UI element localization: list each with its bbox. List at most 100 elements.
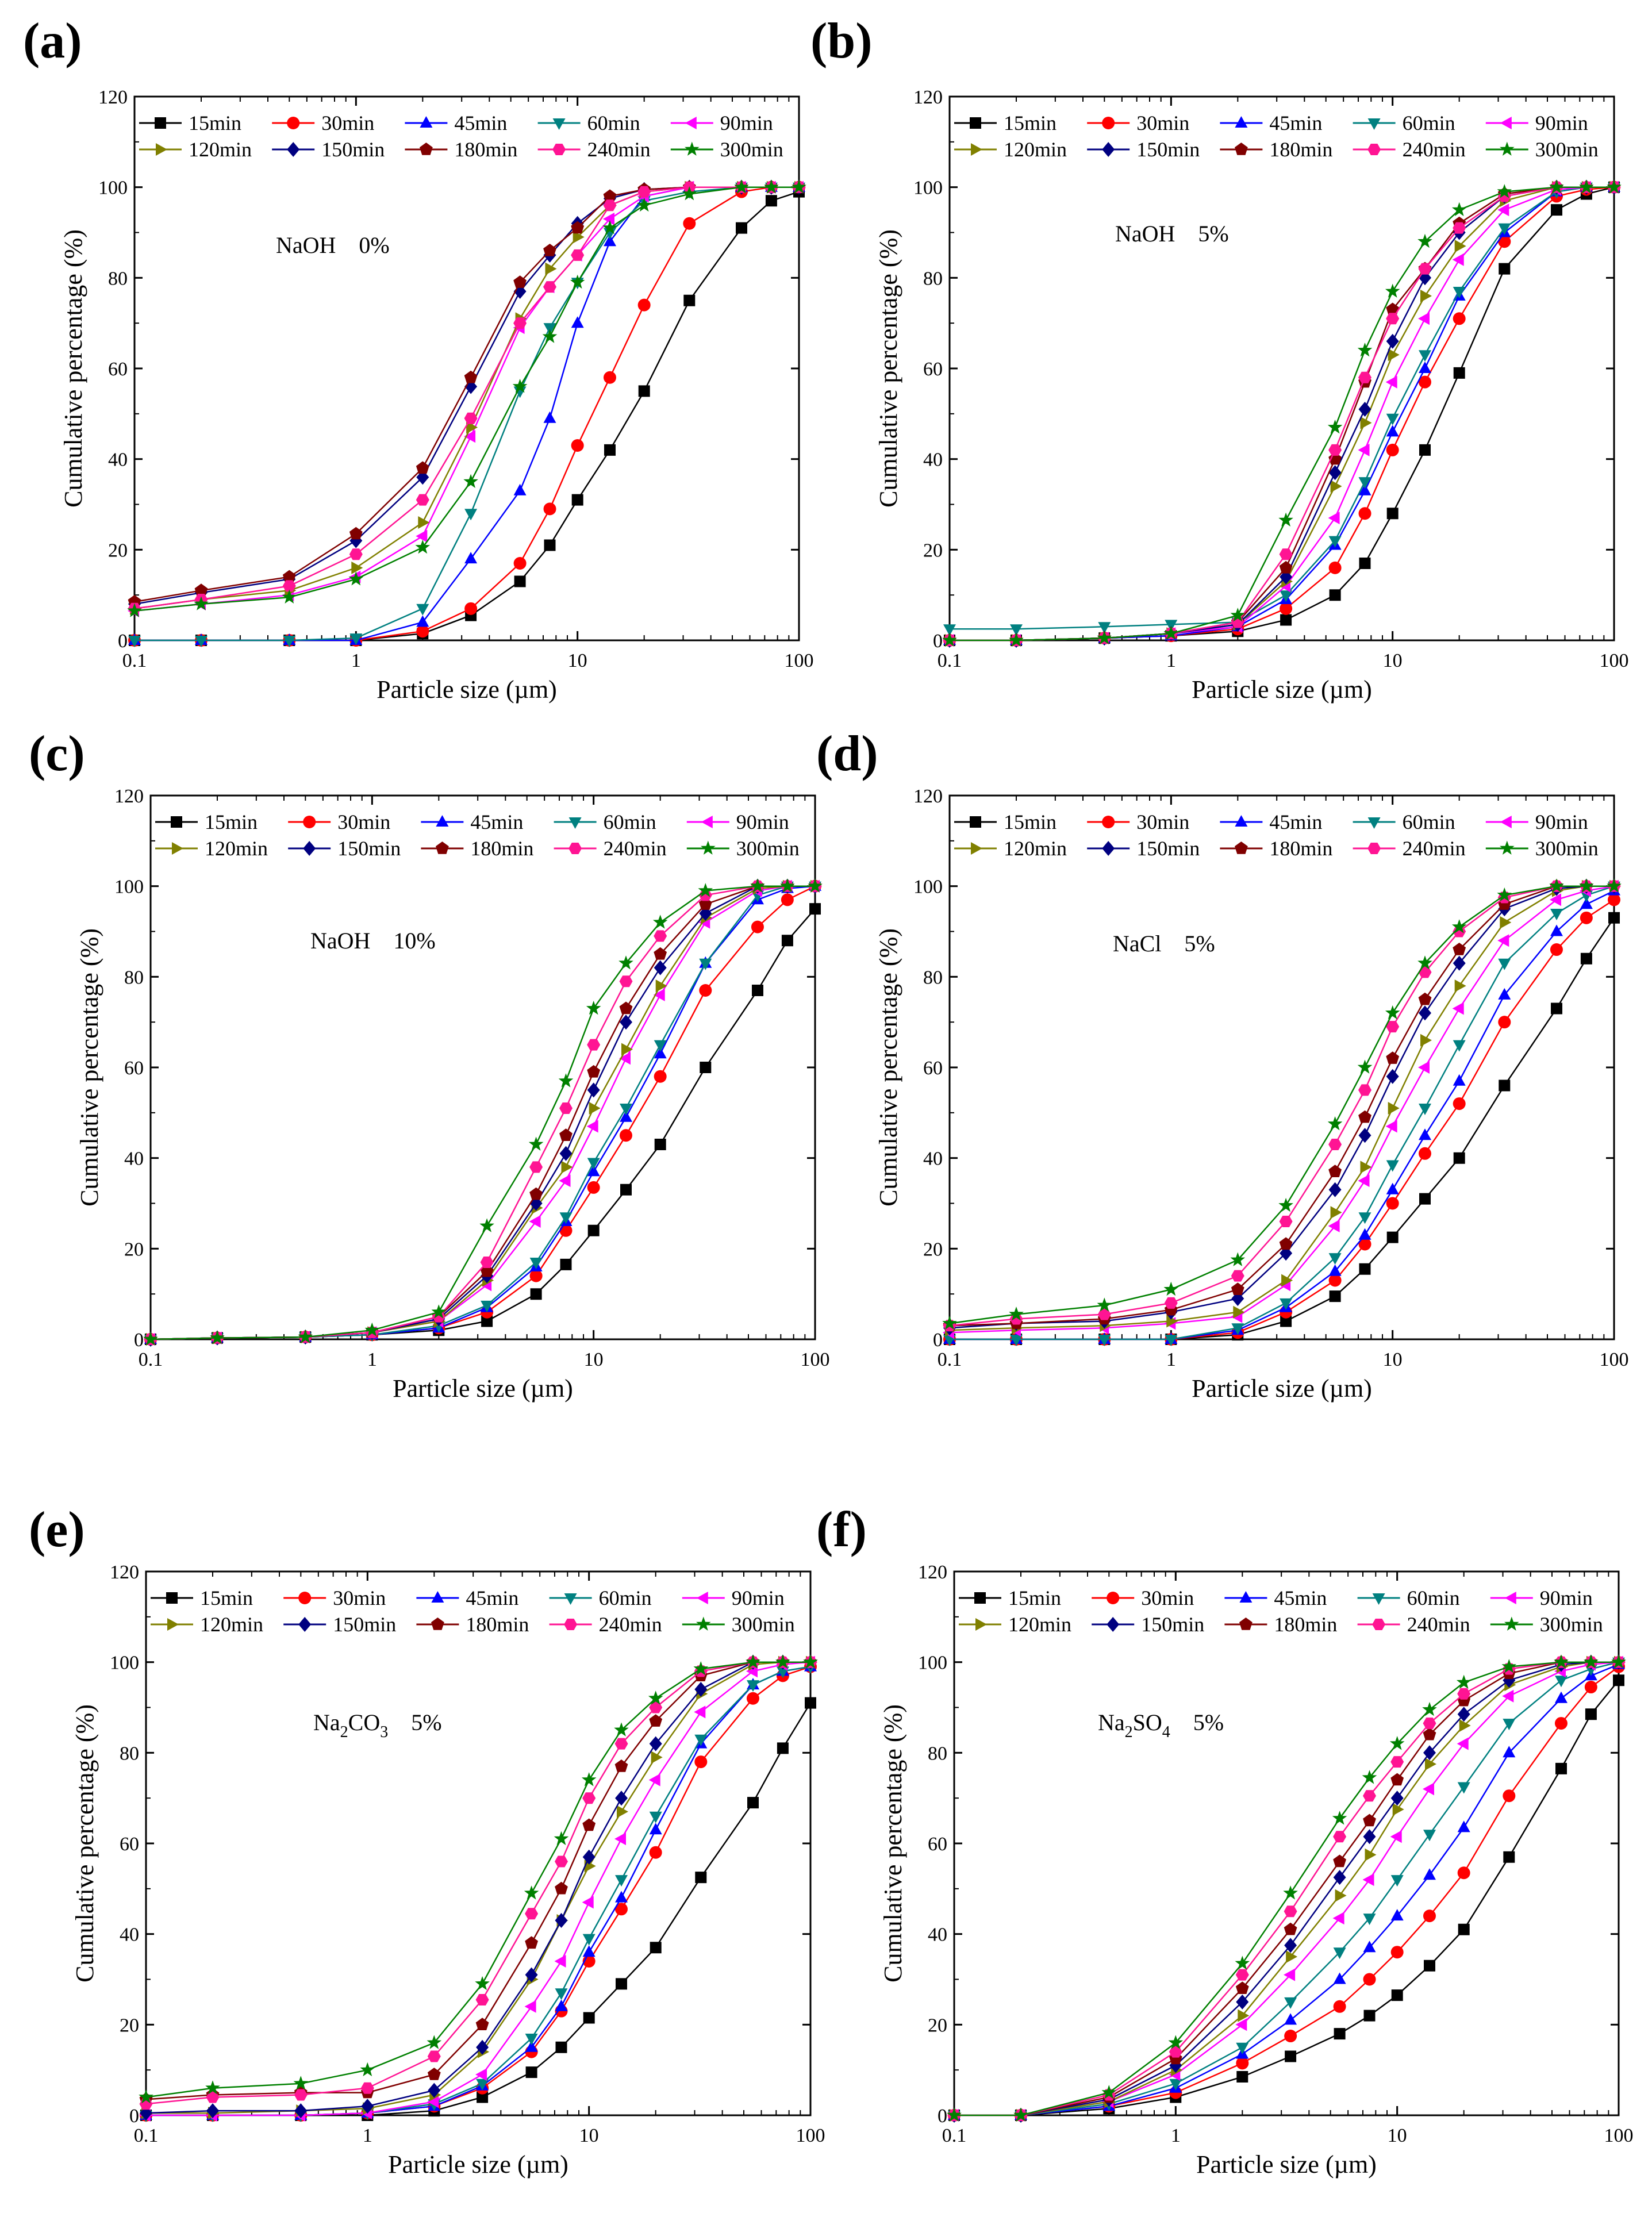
y-tick-label: 20 [923,540,943,561]
data-point [1453,1097,1466,1111]
data-point [1363,1914,1376,1926]
data-point [1457,1820,1470,1832]
data-point [1550,924,1563,936]
data-point [1580,897,1593,909]
data-point [476,2039,489,2055]
data-point [655,979,667,993]
data-point [282,589,297,604]
legend-marker [971,842,982,855]
data-point [205,2080,220,2095]
legend-marker [971,143,982,156]
data-point [614,1738,628,1750]
data-point [1363,1790,1376,1802]
legend-marker [552,144,566,155]
data-point [1328,512,1340,525]
data-point [1386,508,1399,520]
x-tick-label: 0.1 [139,1349,163,1370]
y-tick-label: 40 [120,1924,139,1946]
data-point [543,323,556,335]
data-point [808,878,823,893]
data-point [1423,1727,1436,1741]
chart-panel-c: (c) 0 20 40 60 80 100 120 0.1 1 10 100 Particle size… [29,726,830,1403]
data-point [1457,1737,1469,1750]
data-point [416,494,429,506]
data-point [649,1701,663,1713]
data-point [571,249,585,261]
data-point [349,527,363,540]
data-point [463,474,478,488]
data-point [942,632,957,647]
data-point [1163,1281,1179,1296]
y-tick-label: 100 [114,877,144,898]
chart-annotation: NaOH 5% [1115,221,1229,247]
data-point [512,379,528,393]
x-tick-label: 1 [1166,650,1176,671]
data-point [530,1288,542,1300]
data-point [619,975,633,988]
data-point [694,1705,706,1719]
legend-label: 180min [470,837,533,860]
legend-item: 240min [1353,138,1466,161]
data-point [1358,371,1371,383]
data-point [1385,375,1397,389]
legend-label: 60min [599,1586,652,1609]
data-point [1360,1161,1372,1174]
data-point [416,625,429,638]
data-point [544,539,556,551]
data-point [1284,1905,1297,1918]
y-axis-title: Cumulative percentage (%) [59,229,87,508]
y-tick-label: 20 [923,1239,943,1260]
legend-item: 240min [537,138,651,161]
legend-label: 240min [1407,1613,1470,1636]
series-line [134,186,799,612]
legend-marker [420,143,433,155]
data-point [683,294,696,306]
legend-item: 120min [155,837,268,860]
data-point [1280,602,1293,615]
legend-item: 60min [537,112,640,135]
data-point [525,1908,539,1920]
data-point [700,1062,712,1073]
legend-marker [420,116,433,128]
data-point [428,2083,441,2098]
data-point [298,1329,313,1343]
series-line [135,186,799,641]
legend-item: 60min [1357,1586,1460,1609]
panel-letter: (f) [816,1502,867,1558]
data-point [614,1722,629,1736]
data-point [464,430,476,443]
legend-item: 240min [549,1613,662,1636]
data-point [1279,560,1293,574]
data-point [942,1315,957,1330]
series-line [134,186,799,612]
data-point [1328,1274,1342,1287]
data-point [1420,1033,1432,1047]
data-point [1386,302,1400,316]
data-point [747,1797,759,1809]
data-point [1358,1228,1371,1240]
data-point [620,1104,632,1115]
legend-marker [1372,1619,1386,1630]
data-point [1423,1830,1436,1842]
series-180min [139,1655,817,2106]
legend-item: 120min [151,1613,263,1636]
series-150min [943,878,1620,1336]
data-point [206,2103,219,2119]
legend: 15min 30min 45min 60min 90min 120min 150min 180… [954,810,1599,860]
legend-marker [1235,143,1248,155]
legend: 15min 30min 45min 60min 90min 120min 150min 180… [959,1586,1603,1636]
data-point [475,2068,487,2081]
data-point [1454,240,1466,253]
data-point [1419,350,1431,362]
series-line [949,885,1614,1327]
legend-marker [1500,816,1512,828]
legend-marker [166,1592,178,1604]
data-point [427,2035,442,2049]
data-point [1503,1719,1516,1731]
data-point [1328,1182,1342,1197]
series-line [954,1661,1619,2116]
data-point [587,1065,601,1078]
legend-item: 120min [954,138,1067,161]
data-point [1230,1252,1246,1266]
data-point [1236,2071,1248,2083]
